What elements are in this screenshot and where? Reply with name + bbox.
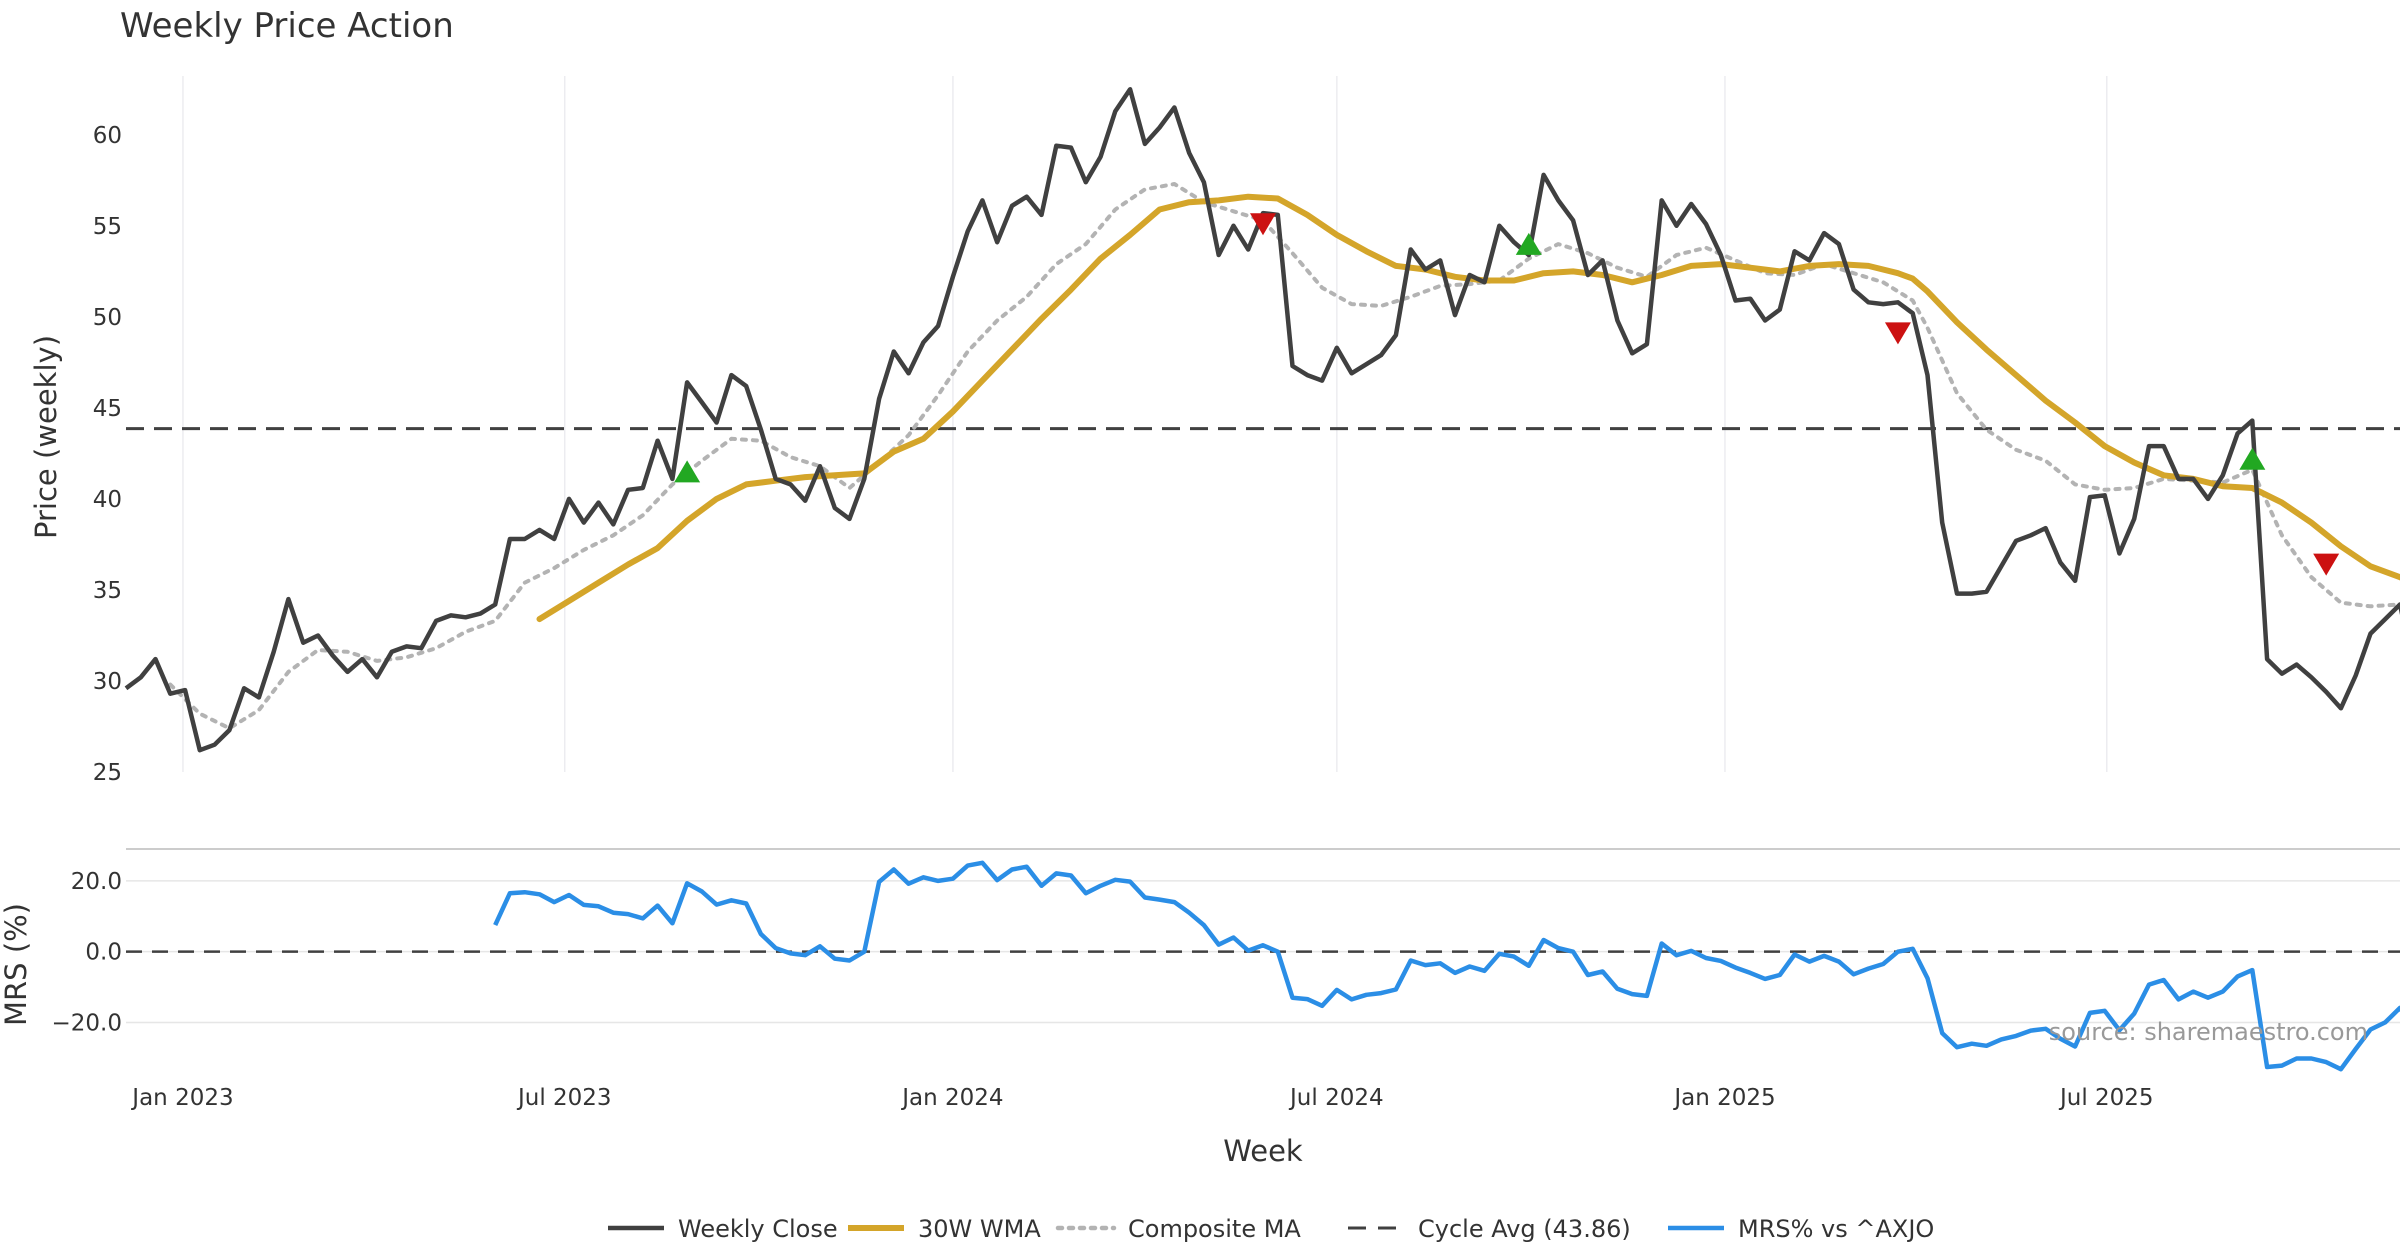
x-tick-label: Jul 2023 <box>516 1085 612 1111</box>
chart-title: Weekly Price Action <box>120 6 454 46</box>
buy-signal-marker <box>2239 447 2266 470</box>
sell-signal-marker <box>2313 553 2340 576</box>
sell-signal-marker <box>1884 322 1911 345</box>
price-y-tick-label: 25 <box>93 760 122 786</box>
sell-signal-marker <box>1250 213 1276 236</box>
legend-item: MRS% vs ^AXJO <box>1668 1215 1934 1243</box>
legend-item: Composite MA <box>1055 1215 1301 1243</box>
legend-item: Cycle Avg (43.86) <box>1348 1215 1631 1243</box>
legend-label: Weekly Close <box>678 1215 838 1243</box>
x-tick-label: Jul 2024 <box>1288 1085 1384 1111</box>
series-30w-wma-line <box>536 193 2400 623</box>
series-composite-ma-line <box>168 182 2400 731</box>
price-y-tick-label: 50 <box>93 305 122 331</box>
source-watermark: source: sharemaestro.com <box>2048 1018 2368 1046</box>
series-mrs-line <box>493 860 2400 1072</box>
price-y-tick-label: 60 <box>93 123 122 149</box>
x-tick-label: Jan 2023 <box>130 1085 233 1111</box>
legend-label: 30W WMA <box>918 1215 1041 1243</box>
legend-item: 30W WMA <box>848 1215 1041 1243</box>
x-axis-title: Week <box>1223 1134 1303 1168</box>
legend: Weekly Close 30W WMA Composite MA Cycle Avg… <box>608 1215 1934 1243</box>
price-y-axis-title: Price (weekly) <box>29 335 63 539</box>
legend-label: MRS% vs ^AXJO <box>1738 1215 1934 1243</box>
legend-label: Composite MA <box>1128 1215 1301 1243</box>
legend-item: Weekly Close <box>608 1215 838 1243</box>
price-y-tick-label: 40 <box>93 487 122 513</box>
mrs-y-axis: −20.0 0.0 20.0 <box>52 869 2400 1036</box>
series-weekly-close-line <box>124 87 2400 753</box>
x-tick-label: Jan 2024 <box>900 1085 1003 1111</box>
buy-signal-marker <box>674 460 701 483</box>
mrs-y-tick-label: 0.0 <box>85 940 122 966</box>
x-tick-label: Jul 2025 <box>2058 1085 2154 1111</box>
price-y-tick-label: 35 <box>93 578 122 604</box>
mrs-y-tick-label: −20.0 <box>52 1010 122 1036</box>
x-tick-label: Jan 2025 <box>1672 1085 1775 1111</box>
buy-signal-marker <box>1515 232 1542 255</box>
x-axis: Jan 2023 Jul 2023 Jan 2024 Jul 2024 Jan 2025… <box>130 1085 2153 1111</box>
legend-label: Cycle Avg (43.86) <box>1418 1215 1631 1243</box>
price-y-tick-label: 45 <box>93 396 122 422</box>
signal-markers <box>674 213 2340 576</box>
price-gridlines <box>182 76 2108 772</box>
price-y-tick-label: 30 <box>93 669 122 695</box>
price-y-axis: 25 30 35 40 45 50 55 60 <box>93 123 122 786</box>
mrs-y-tick-label: 20.0 <box>71 869 122 895</box>
mrs-y-axis-title: MRS (%) <box>0 903 33 1026</box>
price-y-tick-label: 55 <box>93 214 122 240</box>
